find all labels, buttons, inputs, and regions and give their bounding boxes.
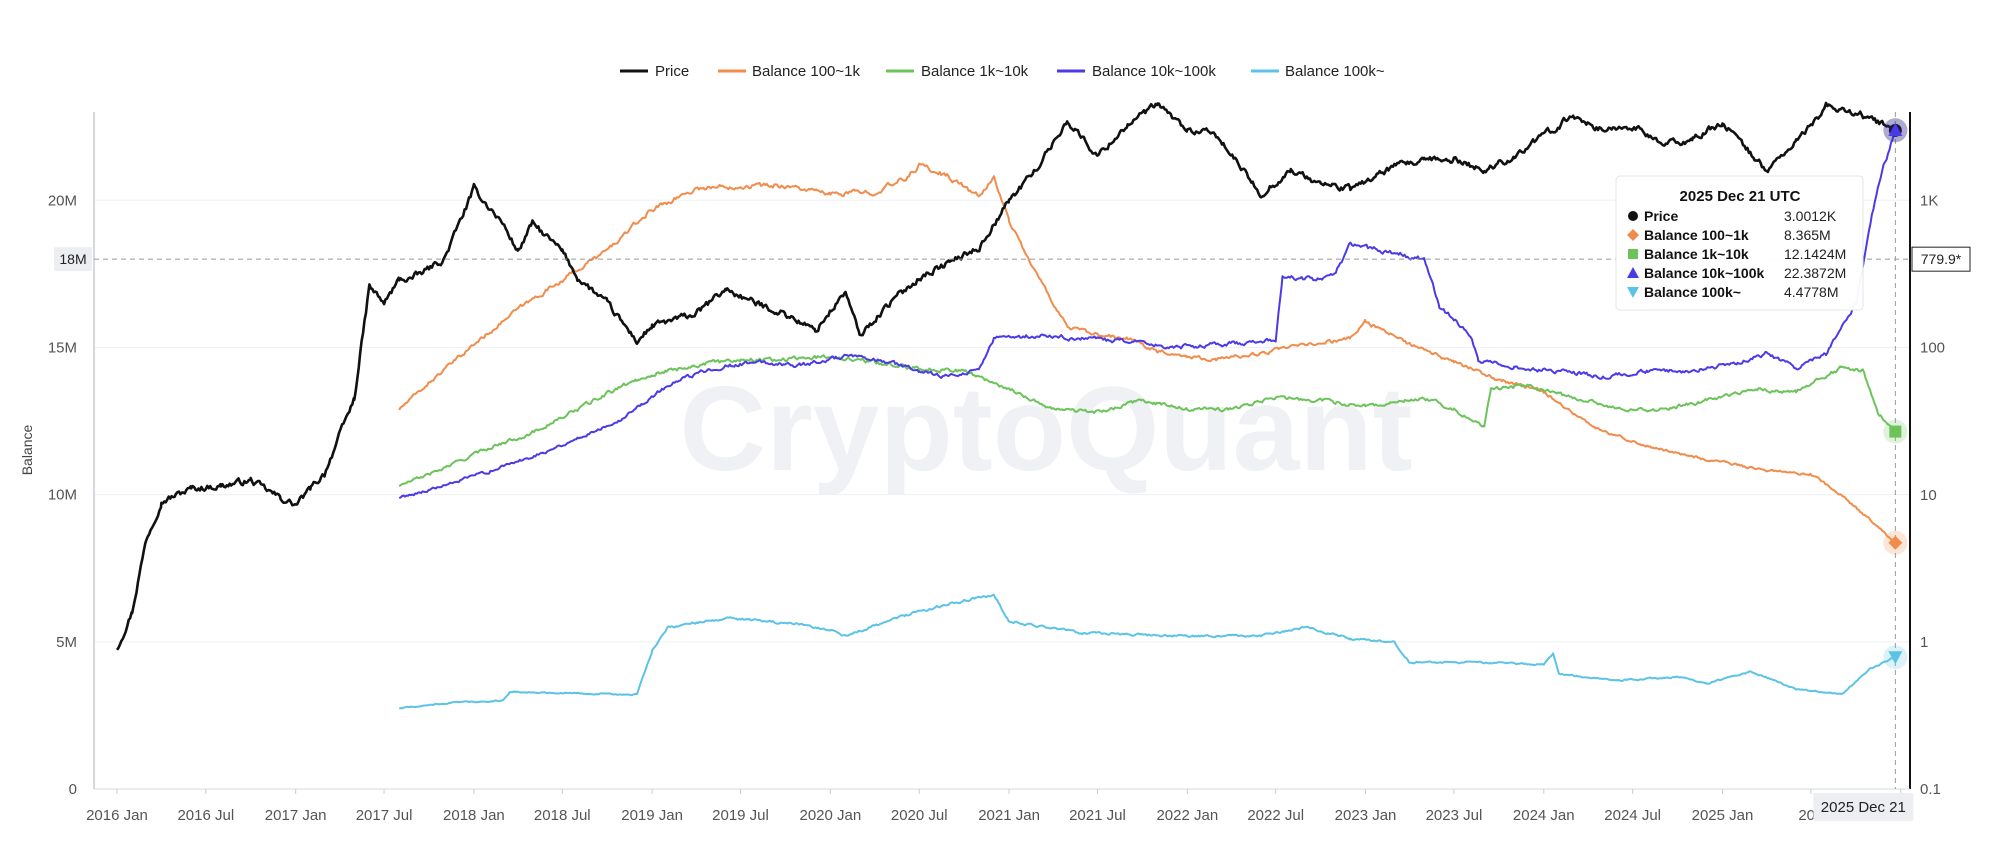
crosshair-date-label-box (1813, 793, 1914, 821)
watermark: CryptoQuant (679, 362, 1412, 496)
x-tick-label: 2020 Jan (799, 807, 861, 824)
series-line-balance-1k-10k (398, 354, 1897, 488)
x-tick-label: 2018 Jan (443, 807, 505, 824)
legend-item-balance-1k-10k[interactable]: Balance 1k~10k (886, 63, 1029, 80)
tooltip-row: Price 3.0012K (1628, 208, 1837, 224)
tooltip-box (1615, 175, 1864, 311)
crosshair-right-label-box (1911, 246, 1971, 272)
legend-label-price: Price (655, 63, 689, 80)
tooltip-row-name: Balance 100k~ (1644, 284, 1741, 300)
legend-item-balance-10k-100k[interactable]: Balance 10k~100k (1057, 63, 1216, 80)
x-tick-label: 2022 Jul (1247, 807, 1304, 824)
right-tick-label: 1 (1920, 634, 1928, 651)
right-tick-label: 0.1 (1920, 781, 1941, 798)
left-tick-label: 0 (69, 781, 77, 798)
series-line-balance-100k- (399, 593, 1897, 710)
end-marker-balance-100-1k (1883, 530, 1908, 555)
tooltip-marker (1628, 249, 1638, 259)
tooltip: 2025 Dec 21 UTC Price 3.0012K Balance 100~… (1615, 175, 1864, 311)
tooltip-marker (1627, 287, 1639, 298)
tooltip-row-value: 22.3872M (1784, 265, 1846, 281)
legend-label-balance-10k-100k: Balance 10k~100k (1092, 63, 1216, 80)
left-tick-label: 20M (48, 192, 77, 209)
left-tick-label: 15M (48, 339, 77, 356)
x-axis-ticks: 2016 Jan 2016 Jul 2017 Jan 2017 Jul 2018 Jan… (86, 789, 1913, 824)
right-axis-ticks: 0.1 1 10 100 1K (1920, 193, 1945, 798)
end-marker-shape (1888, 535, 1903, 550)
x-tick-label: 2021 Jan (978, 807, 1040, 824)
legend-label-balance-1k-10k: Balance 1k~10k (921, 63, 1029, 80)
tooltip-row-value: 8.365M (1784, 227, 1831, 243)
x-tick-label: 2023 Jul (1426, 807, 1483, 824)
legend-item-price[interactable]: Price (620, 63, 689, 80)
end-marker-balance-100k- (1883, 645, 1908, 670)
tooltip-row-name: Balance 10k~100k (1644, 265, 1764, 281)
series-line-balance-100-1k (398, 162, 1897, 544)
tooltip-row: Balance 1k~10k 12.1424M (1628, 246, 1846, 262)
series-line-balance-10k-100k (398, 129, 1897, 499)
x-tick-label: 2025 Jan (1692, 807, 1754, 824)
crosshair-date-label: 2025 Dec 21 (1821, 799, 1906, 816)
tooltip-row-value: 4.4778M (1784, 284, 1838, 300)
x-tick-label: 2024 Jul (1604, 807, 1661, 824)
x-tick-label: 2019 Jan (621, 807, 683, 824)
x-tick-label: 2017 Jan (265, 807, 327, 824)
end-marker-shape (1889, 425, 1902, 438)
tooltip-row-name: Price (1644, 208, 1678, 224)
tooltip-marker (1628, 211, 1638, 221)
x-tick-label: 2023 Jan (1335, 807, 1397, 824)
end-markers (1883, 118, 1908, 670)
tooltip-row-name: Balance 1k~10k (1644, 246, 1749, 262)
legend-item-balance-100-1k[interactable]: Balance 100~1k (718, 63, 861, 80)
x-tick-label: 2017 Jul (356, 807, 413, 824)
right-tick-label: 1K (1920, 193, 1938, 210)
legend-label-balance-100k: Balance 100k~ (1285, 63, 1385, 80)
series-line-price (115, 101, 1897, 651)
end-marker-balance-10k-100k (1883, 118, 1908, 143)
tooltip-row-name: Balance 100~1k (1644, 227, 1749, 243)
left-axis-ticks: 0 5M 10M 15M 20M (48, 192, 77, 798)
left-tick-label: 5M (56, 634, 77, 651)
legend-label-balance-100-1k: Balance 100~1k (752, 63, 861, 80)
right-tick-label: 10 (1920, 487, 1937, 504)
crosshair-y-label-box (54, 247, 92, 272)
x-tick-label: 2021 Jul (1069, 807, 1126, 824)
crosshair-right-label: 779.9* (1921, 251, 1962, 267)
legend: Price Balance 100~1k Balance 1k~10k Bala… (620, 63, 1385, 80)
left-tick-label: 10M (48, 487, 77, 504)
tooltip-title: 2025 Dec 21 UTC (1680, 188, 1801, 205)
tooltip-row-value: 3.0012K (1784, 208, 1837, 224)
tooltip-row: Balance 10k~100k 22.3872M (1627, 265, 1846, 281)
crosshair: 18M 779.9* 2025 Dec 21 (54, 112, 1971, 821)
end-marker-shape (1888, 123, 1903, 137)
x-tick-label: 2024 Jan (1513, 807, 1575, 824)
end-marker-balance-1k-10k (1883, 419, 1908, 444)
x-tick-label: 2016 Jul (177, 807, 234, 824)
x-tick-label: 2022 Jan (1156, 807, 1218, 824)
tooltip-row: Balance 100k~ 4.4778M (1627, 284, 1838, 300)
right-tick-label: 100 (1920, 340, 1945, 357)
end-marker-shape (1888, 651, 1903, 665)
x-tick-label: 2018 Jul (534, 807, 591, 824)
x-tick-label: 2019 Jul (712, 807, 769, 824)
legend-item-balance-100k[interactable]: Balance 100k~ (1251, 63, 1385, 80)
tooltip-row: Balance 100~1k 8.365M (1627, 227, 1831, 243)
tooltip-marker (1627, 267, 1639, 278)
tooltip-row-value: 12.1424M (1784, 246, 1846, 262)
y-axis-label: Balance (19, 424, 35, 475)
tooltip-marker (1627, 229, 1639, 241)
x-tick-label: 2016 Jan (86, 807, 148, 824)
x-tick-label: 2020 Jul (891, 807, 948, 824)
crosshair-y-label: 18M (59, 251, 86, 267)
series-layer (115, 101, 1897, 710)
